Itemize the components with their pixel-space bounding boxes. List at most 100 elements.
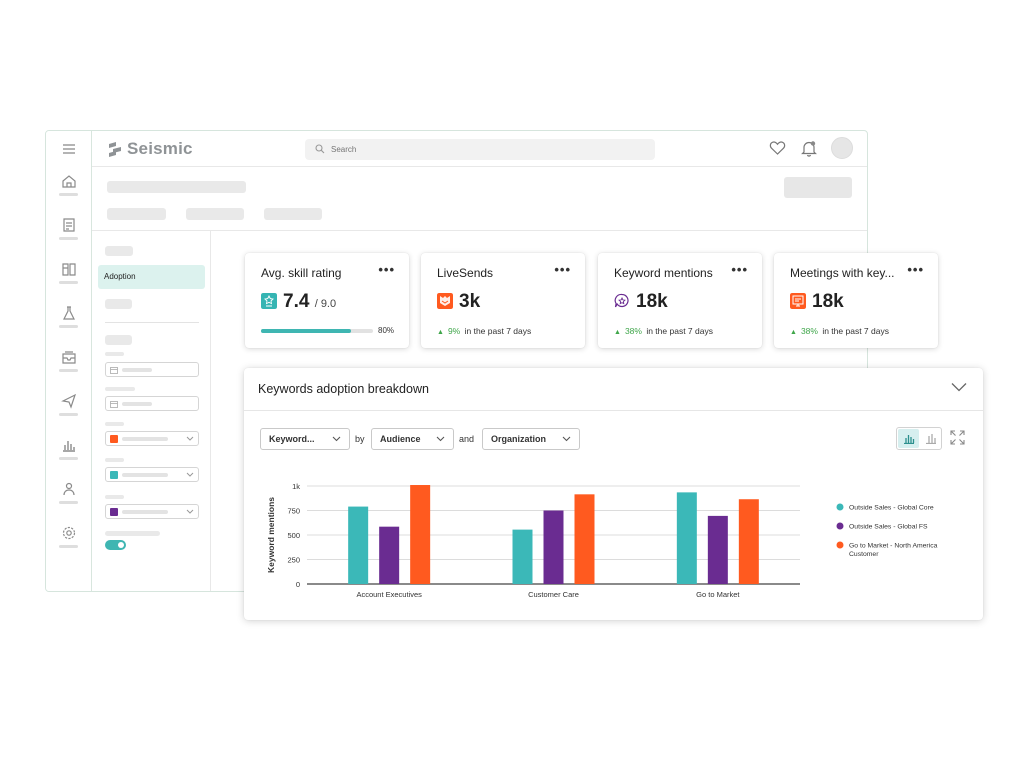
legend-label: Go to Market - North America Customer <box>849 543 938 559</box>
header-action-placeholder[interactable] <box>784 177 852 198</box>
legend-swatch <box>836 503 844 511</box>
flask-icon[interactable] <box>59 303 79 323</box>
trend-percent: 9% <box>447 326 461 336</box>
audience-select[interactable]: Audience <box>371 428 454 450</box>
y-tick-label: 500 <box>287 531 300 540</box>
kpi-value-suffix: / 9.0 <box>314 298 337 310</box>
home-icon[interactable] <box>59 171 79 191</box>
seismic-logo-icon <box>109 142 121 157</box>
color-swatch <box>110 435 118 443</box>
x-tick-label: Customer Care <box>528 590 579 599</box>
favorites-heart-icon[interactable] <box>769 140 786 156</box>
metric-select[interactable]: Keyword... <box>260 428 350 450</box>
filter-sidebar: Adoption <box>92 231 211 591</box>
kpi-title: Avg. skill rating <box>261 266 342 280</box>
kpi-card-keyword-mentions[interactable]: Keyword mentions ••• 18k ▲ 38% in the pas… <box>598 253 762 348</box>
chevron-down-icon[interactable] <box>951 382 967 392</box>
sidebar-item-placeholder[interactable] <box>105 299 132 309</box>
panel-header: Keywords adoption breakdown <box>244 368 983 411</box>
analytics-icon[interactable] <box>59 435 79 455</box>
filter-heading-placeholder <box>105 335 132 345</box>
bar <box>348 506 369 584</box>
people-icon[interactable] <box>59 479 79 499</box>
kpi-card-livesends[interactable]: LiveSends ••• 3k ▲ 9% in the past 7 days <box>421 253 585 348</box>
by-label: by <box>355 434 365 444</box>
stacked-chart-view-button[interactable] <box>920 429 941 448</box>
kpi-card-skill-rating[interactable]: Avg. skill rating ••• 7.4 / 9.0 80% <box>245 253 409 348</box>
bar <box>543 510 564 584</box>
color-filter-select[interactable] <box>105 504 199 519</box>
color-filter-select[interactable] <box>105 467 199 482</box>
left-rail <box>46 131 92 591</box>
trend-percent: 38% <box>624 326 642 336</box>
inbox-icon[interactable] <box>59 347 79 367</box>
send-icon[interactable] <box>59 391 79 411</box>
y-axis-label: Keyword mentions <box>266 497 276 573</box>
chevron-down-icon <box>186 509 194 514</box>
toggle-switch[interactable] <box>105 540 126 550</box>
trend-text: in the past 7 days <box>464 326 532 336</box>
sidebar-item-adoption[interactable]: Adoption <box>98 265 205 289</box>
kpi-title: Meetings with key... <box>790 266 895 280</box>
trend-indicator: ▲ 38% in the past 7 days <box>790 326 889 336</box>
more-options-icon[interactable]: ••• <box>378 262 395 277</box>
logo-text: Seismic <box>127 139 193 158</box>
search-box[interactable] <box>305 139 655 160</box>
bar <box>707 515 728 584</box>
tab-placeholder-2[interactable] <box>186 208 244 220</box>
legend-swatch <box>836 541 844 549</box>
library-icon[interactable] <box>59 259 79 279</box>
column-chart-icon <box>925 434 936 444</box>
document-icon[interactable] <box>59 215 79 235</box>
kpi-title: LiveSends <box>437 266 494 280</box>
bar <box>676 492 697 584</box>
x-tick-label: Account Executives <box>356 590 422 599</box>
kpi-title: Keyword mentions <box>614 266 713 280</box>
divider <box>105 322 199 323</box>
expand-icon[interactable] <box>950 430 965 445</box>
search-input[interactable] <box>331 141 641 158</box>
date-field[interactable] <box>105 396 199 411</box>
kpi-value: 18k <box>812 291 844 312</box>
organization-select[interactable]: Organization <box>482 428 580 450</box>
page-header-placeholder <box>92 167 867 231</box>
kpi-card-meetings[interactable]: Meetings with key... ••• 18k ▲ 38% in the… <box>774 253 938 348</box>
bar-chart-view-button[interactable] <box>898 429 919 448</box>
kpi-value: 18k <box>636 291 668 312</box>
bar <box>738 499 759 584</box>
bar <box>574 494 595 584</box>
date-field[interactable] <box>105 362 199 377</box>
hamburger-menu-icon[interactable] <box>59 139 79 159</box>
more-options-icon[interactable]: ••• <box>907 262 924 277</box>
color-filter-select[interactable] <box>105 431 199 446</box>
organization-select-value: Organization <box>491 434 547 444</box>
meeting-icon <box>790 293 806 309</box>
chevron-down-icon <box>562 436 571 442</box>
tab-placeholder-1[interactable] <box>107 208 166 220</box>
chevron-down-icon <box>332 436 341 442</box>
trend-percent: 38% <box>800 326 818 336</box>
user-avatar[interactable] <box>831 137 853 159</box>
color-swatch <box>110 508 118 516</box>
kpi-value: 7.4 / 9.0 <box>283 291 336 313</box>
settings-gear-icon[interactable] <box>59 523 79 543</box>
more-options-icon[interactable]: ••• <box>554 262 571 277</box>
metric-select-value: Keyword... <box>269 434 315 444</box>
notification-bell-icon[interactable] <box>801 140 817 157</box>
trend-indicator: ▲ 38% in the past 7 days <box>614 326 713 336</box>
calendar-icon <box>110 401 118 408</box>
seismic-logo[interactable]: Seismic <box>108 139 193 159</box>
legend-label: Outside Sales - Global Core <box>849 505 934 512</box>
progress-fill <box>261 329 351 333</box>
kpi-value: 3k <box>459 291 481 312</box>
x-tick-label: Go to Market <box>696 590 740 599</box>
top-bar: Seismic <box>92 131 867 167</box>
more-options-icon[interactable]: ••• <box>731 262 748 277</box>
progress-label: 80% <box>378 326 395 335</box>
y-tick-label: 250 <box>287 556 300 565</box>
tab-placeholder-3[interactable] <box>264 208 322 220</box>
toggle-label-placeholder <box>105 531 160 536</box>
trend-text: in the past 7 days <box>822 326 889 336</box>
bar <box>512 529 533 584</box>
field-label-placeholder <box>105 458 124 462</box>
